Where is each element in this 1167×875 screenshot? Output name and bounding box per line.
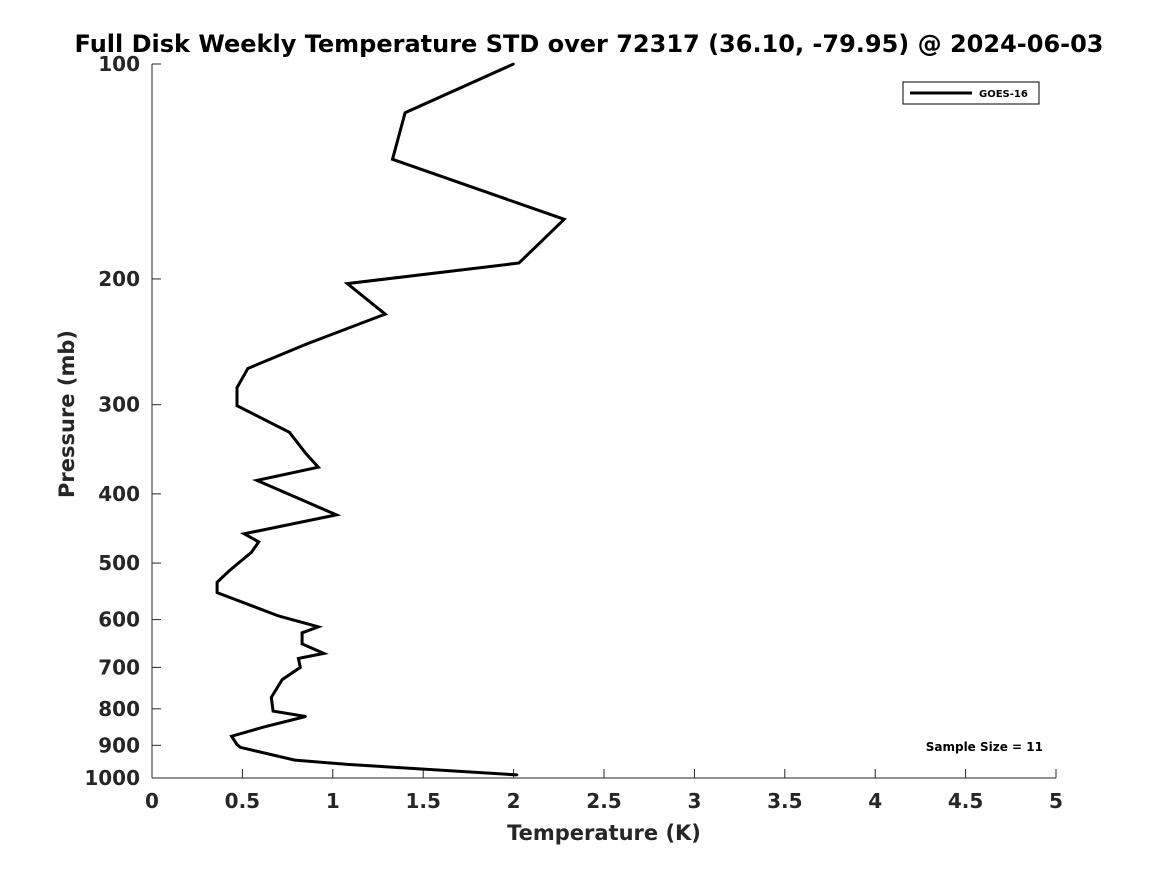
data-point <box>335 513 338 517</box>
data-point <box>346 282 349 285</box>
data-point <box>239 746 242 749</box>
data-point <box>300 642 304 646</box>
x-tick-label: 1 <box>326 789 340 813</box>
x-tick-label: 1.5 <box>405 789 440 813</box>
y-tick-label: 100 <box>98 52 140 76</box>
data-point <box>243 532 246 535</box>
data-point <box>250 551 253 554</box>
x-tick-label: 0 <box>145 789 159 813</box>
axes <box>151 64 1056 779</box>
data-point <box>257 540 260 544</box>
y-tick-label: 500 <box>98 551 140 575</box>
x-tick-label: 5 <box>1049 789 1063 813</box>
data-point <box>516 773 519 777</box>
data-point <box>293 758 296 762</box>
y-tick-label: 400 <box>98 482 140 506</box>
data-point <box>215 581 219 584</box>
data-point <box>384 312 387 316</box>
data-point <box>246 367 249 370</box>
legend-entry-goes-16: GOES-16 <box>979 89 1028 100</box>
x-tick-label: 3 <box>687 789 701 813</box>
x-tick-label: 3.5 <box>767 789 802 813</box>
series-layer <box>215 62 567 777</box>
data-point <box>302 499 306 502</box>
data-point <box>270 696 273 699</box>
x-tick-label: 2.5 <box>586 789 621 813</box>
x-axis-ticks: 0 0.5 1 1.5 2 2.5 3 3.5 4 4.5 5 <box>145 769 1063 813</box>
data-point <box>262 725 266 729</box>
data-point <box>297 657 300 660</box>
data-point <box>403 111 407 114</box>
sample-size-annotation: Sample Size = 11 <box>926 740 1043 754</box>
y-tick-label: 200 <box>98 267 140 291</box>
data-point <box>317 466 320 469</box>
x-tick-label: 4 <box>868 789 882 813</box>
legend: GOES-16 <box>902 81 1040 105</box>
x-tick-label: 2 <box>507 789 521 813</box>
data-point <box>228 569 231 572</box>
y-tick-label: 800 <box>98 697 140 721</box>
data-point <box>277 614 280 618</box>
data-point <box>346 763 349 766</box>
y-tick-label: 900 <box>98 733 140 757</box>
x-tick-label: 4.5 <box>948 789 983 813</box>
y-tick-label: 300 <box>98 393 140 417</box>
data-point <box>512 62 515 66</box>
data-point <box>255 479 259 482</box>
data-point <box>300 631 304 634</box>
y-tick-label: 1000 <box>84 766 140 790</box>
data-point <box>230 735 233 738</box>
data-point <box>281 678 284 681</box>
data-point <box>304 715 307 718</box>
y-axis-label: Pressure (mb) <box>55 330 79 498</box>
data-point <box>288 431 291 434</box>
data-point <box>235 743 239 746</box>
data-point <box>299 666 302 669</box>
data-point <box>215 591 219 594</box>
data-point <box>322 652 325 655</box>
data-point <box>563 218 566 221</box>
y-axis-ticks: 100 200 300 400 500 600 700 800 900 1000 <box>84 52 161 790</box>
y-tick-label: 600 <box>98 608 140 632</box>
data-point <box>235 386 239 389</box>
x-tick-label: 0.5 <box>225 789 260 813</box>
data-point <box>271 709 275 713</box>
series-line-goes-16 <box>215 62 567 777</box>
x-axis-label: Temperature (K) <box>507 821 701 845</box>
data-point <box>391 158 394 161</box>
data-point <box>235 404 239 407</box>
chart-title: Full Disk Weekly Temperature STD over 72… <box>75 30 1104 58</box>
data-point <box>304 343 307 346</box>
data-point <box>517 261 521 265</box>
data-point <box>317 625 320 628</box>
data-point <box>304 452 307 455</box>
y-tick-label: 700 <box>98 655 140 679</box>
